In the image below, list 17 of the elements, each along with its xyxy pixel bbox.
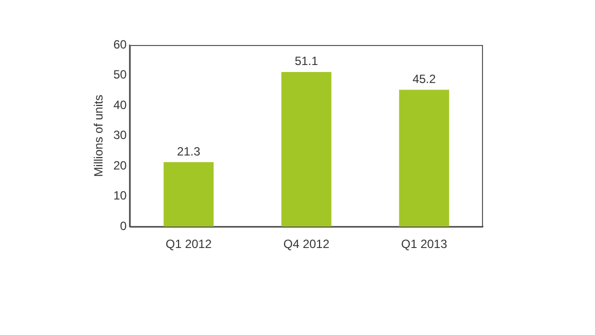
y-tick-label: 20: [113, 158, 128, 172]
data-label: 51.1: [294, 54, 318, 68]
y-axis-title: Millions of units: [92, 94, 106, 177]
y-tick-label: 60: [113, 37, 128, 52]
bar: [399, 90, 450, 227]
y-tick-label: 10: [113, 188, 128, 203]
y-tick-label: 30: [113, 128, 128, 142]
x-tick-label: Q1 2012: [166, 237, 212, 252]
y-tick-label: 50: [113, 68, 128, 82]
data-label: 45.2: [412, 72, 436, 86]
bar: [281, 72, 332, 227]
y-tick-label: 40: [113, 98, 128, 112]
x-tick-label: Q4 2012: [283, 237, 330, 252]
data-label: 21.3: [176, 144, 201, 158]
bar: [164, 162, 214, 227]
x-tick-label: Q1 2013: [401, 237, 448, 252]
y-tick-label: 0: [120, 218, 128, 233]
